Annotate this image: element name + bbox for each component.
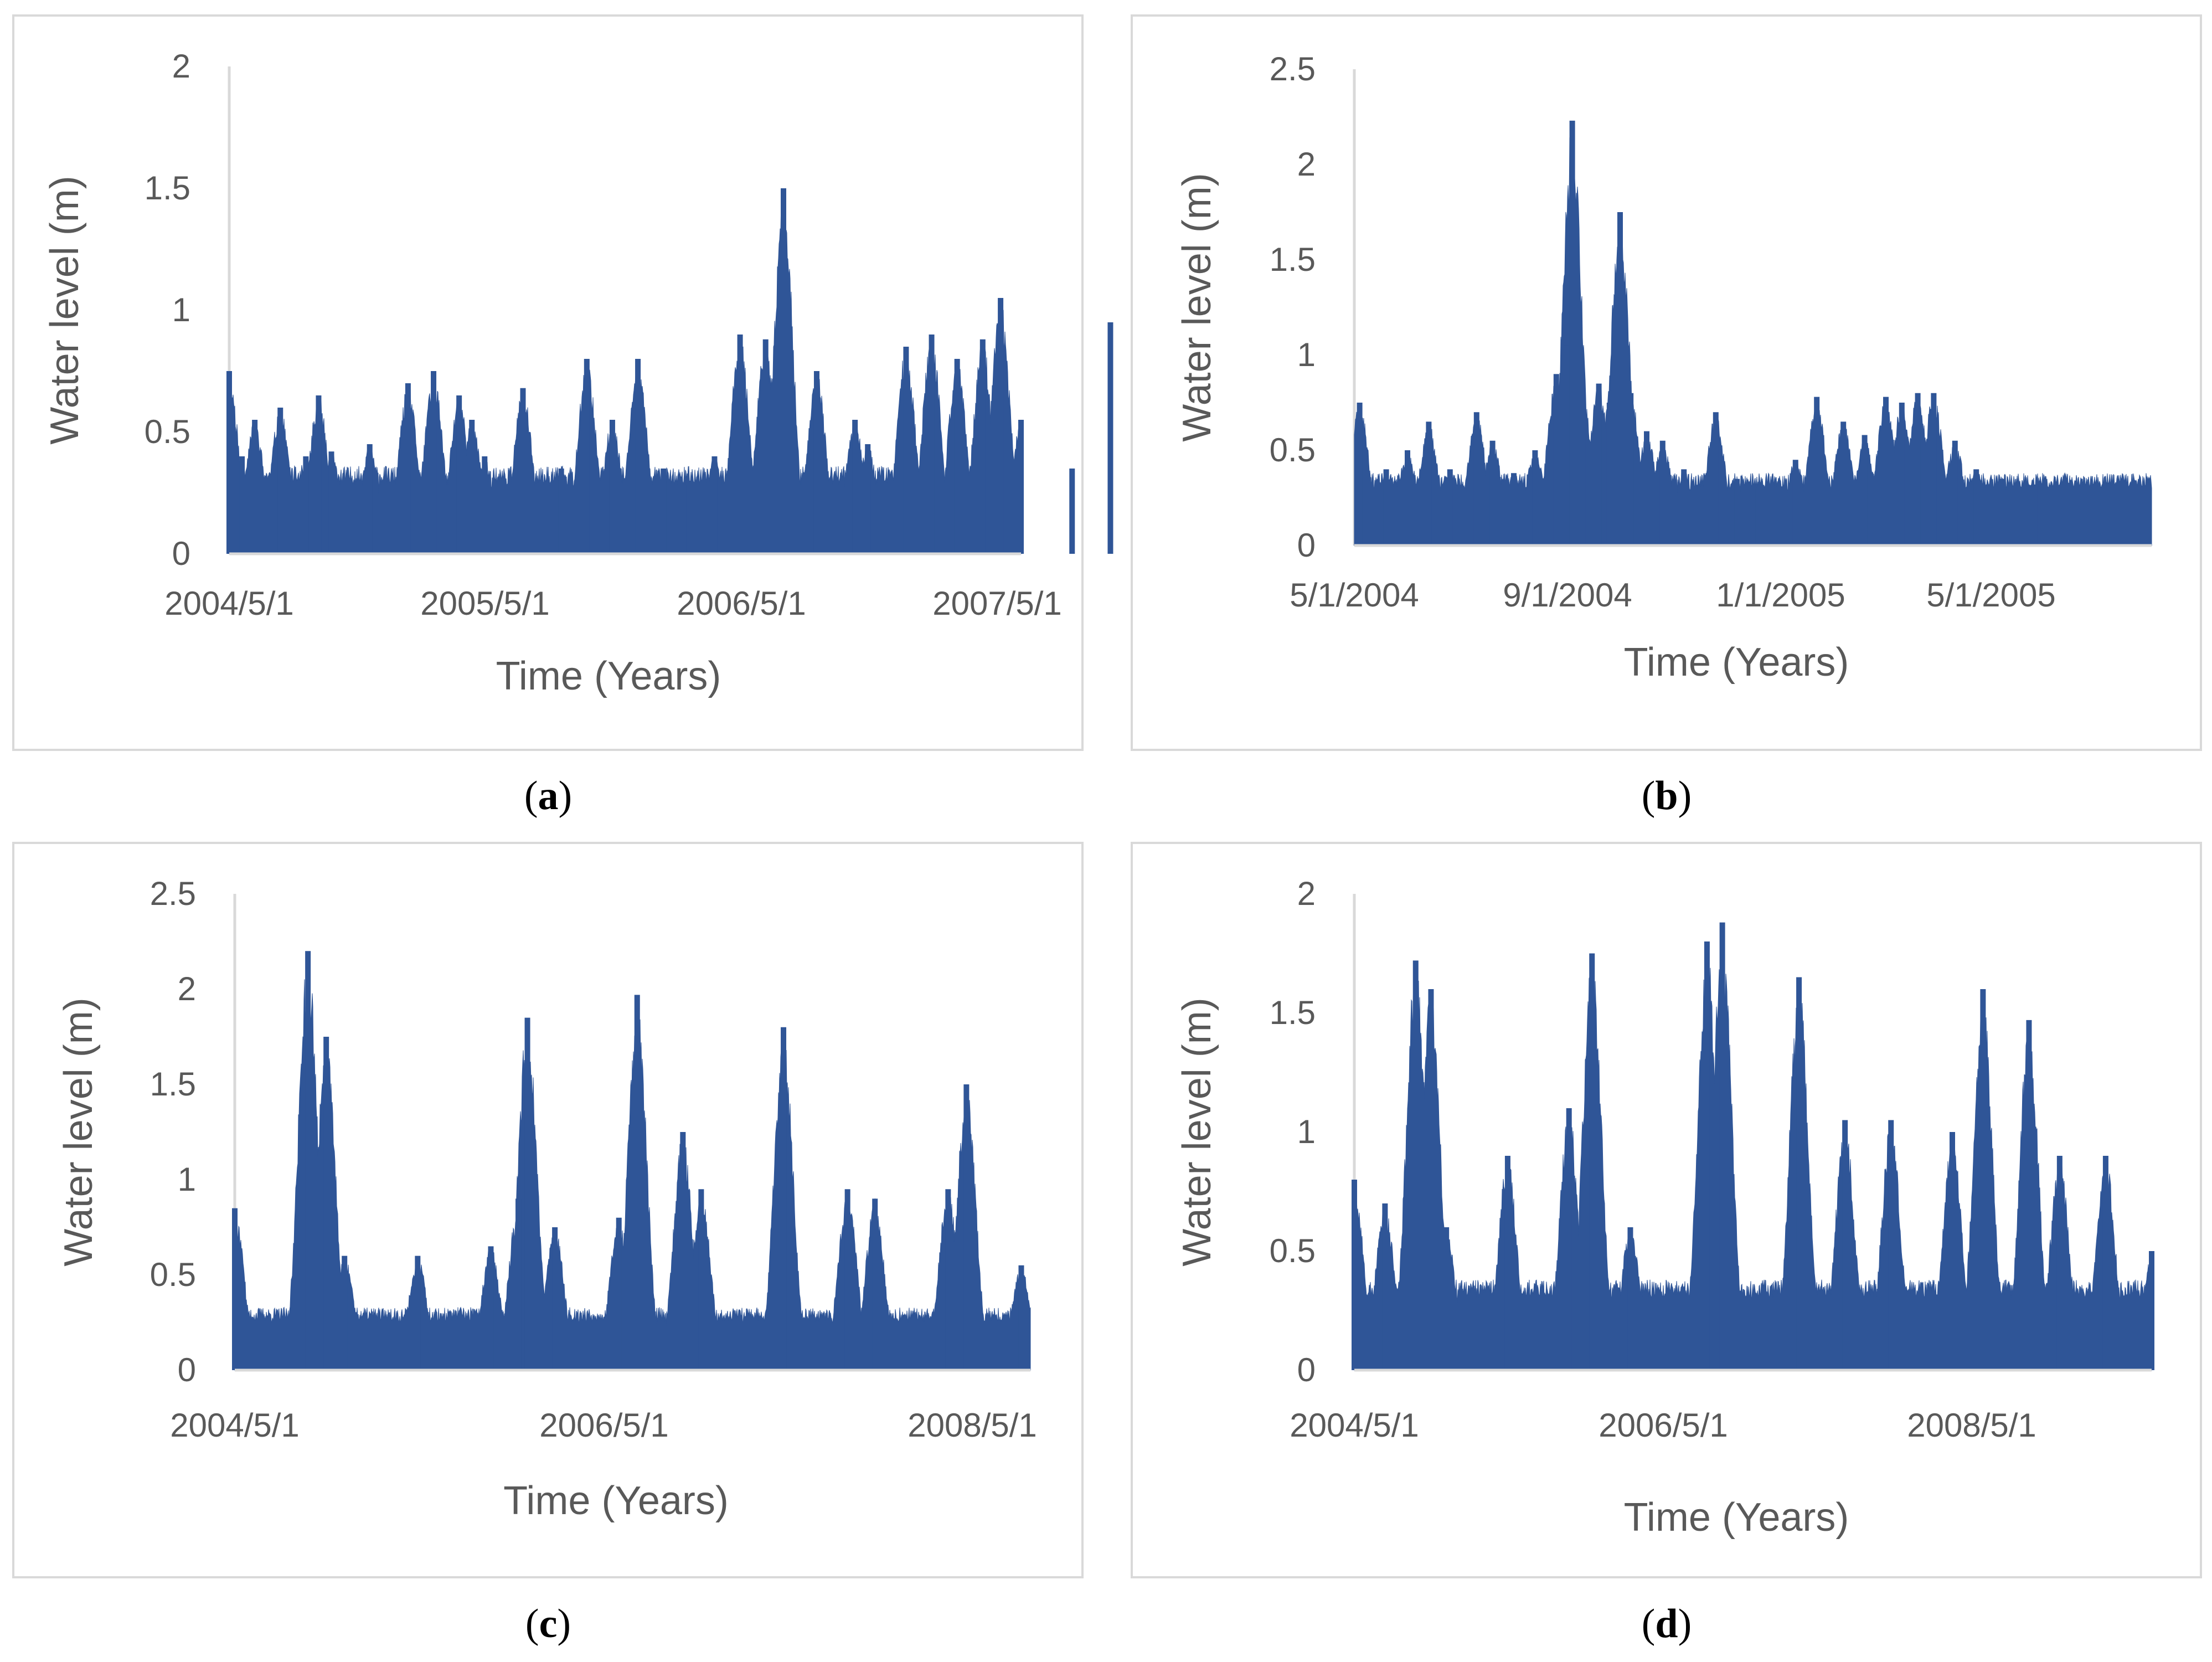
x-axis-title: Time (Years) <box>1624 1495 1849 1540</box>
y-tick-label: 2 <box>1297 146 1316 183</box>
chart-a: 0 0.5 1 1.5 2 2004/5/1 2005/5/1 2006/5/1 2007/5/… <box>43 48 1152 698</box>
y-tick-label: 1 <box>178 1161 196 1198</box>
caption-d: (d) <box>1641 1601 1692 1646</box>
x-tick-label: 2008/5/1 <box>1907 1407 2036 1444</box>
x-axis-title: Time (Years) <box>503 1479 729 1523</box>
chart-d: 0 0.5 1 1.5 2 2004/5/1 2006/5/1 2008/5/1 Time (Y… <box>1175 875 2154 1540</box>
y-tick-label: 2 <box>1297 875 1316 912</box>
y-tick-label: 1 <box>1297 1113 1316 1150</box>
y-tick-label: 1.5 <box>145 169 190 207</box>
y-tick-label: 1 <box>172 291 190 328</box>
y-tick-label: 2 <box>172 48 190 85</box>
chart-panel-b: 0 0.5 1 1.5 2 2.5 5/1/2004 9/1/2004 1/1/2005 5/1/… <box>1131 14 2202 751</box>
y-tick-label: 0 <box>178 1351 196 1388</box>
x-axis-title: Time (Years) <box>496 654 721 698</box>
y-axis-title: Water level (m) <box>1175 997 1219 1266</box>
water-level-area <box>229 199 1022 554</box>
x-tick-label: 2004/5/1 <box>164 585 294 622</box>
chart-b: 0 0.5 1 1.5 2 2.5 5/1/2004 9/1/2004 1/1/2005 5/1/… <box>1175 50 2152 685</box>
x-tick-label: 2004/5/1 <box>170 1407 300 1444</box>
x-tick-label: 2007/5/1 <box>932 585 1062 622</box>
y-tick-label: 1.5 <box>1270 994 1316 1031</box>
y-axis-title: Water level (m) <box>56 997 101 1266</box>
y-tick-label: 0.5 <box>150 1256 196 1293</box>
caption-c: (c) <box>525 1601 571 1646</box>
water-level-area <box>234 972 1031 1371</box>
x-tick-label: 2006/5/1 <box>539 1407 669 1444</box>
x-tick-label: 2005/5/1 <box>420 585 550 622</box>
y-tick-label: 2.5 <box>1270 50 1316 88</box>
chart-panel-d: 0 0.5 1 1.5 2 2004/5/1 2006/5/1 2008/5/1 Time (Y… <box>1131 842 2202 1578</box>
x-tick-label: 9/1/2004 <box>1503 577 1632 614</box>
caption-a: (a) <box>524 773 573 819</box>
chart-panel-c: 0 0.5 1 1.5 2 2.5 2004/5/1 2006/5/1 2008/5/1 Time… <box>12 842 1084 1578</box>
y-tick-label: 0 <box>172 535 190 572</box>
x-tick-label: 1/1/2005 <box>1716 577 1845 614</box>
y-tick-label: 0 <box>1297 527 1316 564</box>
x-tick-label: 5/1/2004 <box>1290 577 1419 614</box>
x-tick-label: 2006/5/1 <box>677 585 806 622</box>
y-tick-label: 2.5 <box>150 875 196 912</box>
y-tick-label: 0.5 <box>1270 431 1316 469</box>
water-level-area <box>1354 928 2152 1371</box>
x-tick-label: 5/1/2005 <box>1926 577 2056 614</box>
y-axis-title: Water level (m) <box>1175 173 1219 441</box>
y-tick-label: 0.5 <box>1270 1232 1316 1269</box>
y-tick-label: 0.5 <box>145 413 190 450</box>
x-tick-label: 2004/5/1 <box>1290 1407 1419 1444</box>
y-tick-label: 1 <box>1297 336 1316 373</box>
y-tick-label: 0 <box>1297 1351 1316 1388</box>
x-tick-label: 2006/5/1 <box>1599 1407 1728 1444</box>
y-tick-label: 2 <box>178 970 196 1007</box>
x-axis-title: Time (Years) <box>1624 640 1849 685</box>
chart-panel-a: 0 0.5 1 1.5 2 2004/5/1 2005/5/1 2006/5/1 2007/5/… <box>12 14 1152 751</box>
chart-c: 0 0.5 1 1.5 2 2.5 2004/5/1 2006/5/1 2008/5/1 Time… <box>56 875 1037 1523</box>
caption-b: (b) <box>1641 773 1692 819</box>
y-tick-label: 1.5 <box>150 1066 196 1103</box>
x-tick-label: 2008/5/1 <box>908 1407 1037 1444</box>
y-tick-label: 1.5 <box>1270 241 1316 278</box>
y-axis-title: Water level (m) <box>43 176 87 444</box>
